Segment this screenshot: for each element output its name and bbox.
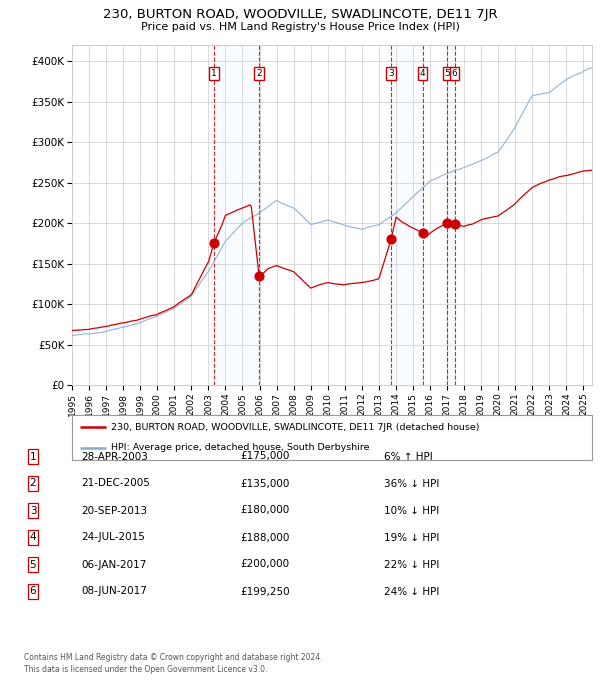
Text: This data is licensed under the Open Government Licence v3.0.: This data is licensed under the Open Gov… bbox=[24, 666, 268, 675]
Text: 36% ↓ HPI: 36% ↓ HPI bbox=[384, 479, 439, 488]
Text: 5: 5 bbox=[29, 560, 37, 570]
Text: Price paid vs. HM Land Registry's House Price Index (HPI): Price paid vs. HM Land Registry's House … bbox=[140, 22, 460, 32]
Text: 06-JAN-2017: 06-JAN-2017 bbox=[81, 560, 146, 570]
Point bbox=[450, 218, 460, 229]
Text: 19% ↓ HPI: 19% ↓ HPI bbox=[384, 532, 439, 543]
Text: 4: 4 bbox=[29, 532, 37, 543]
FancyBboxPatch shape bbox=[72, 415, 592, 460]
Bar bbox=[214, 45, 259, 385]
Text: 2: 2 bbox=[29, 479, 37, 488]
Text: Contains HM Land Registry data © Crown copyright and database right 2024.: Contains HM Land Registry data © Crown c… bbox=[24, 653, 323, 662]
Text: 2: 2 bbox=[256, 69, 262, 78]
Text: 08-JUN-2017: 08-JUN-2017 bbox=[81, 586, 147, 596]
Text: 6% ↑ HPI: 6% ↑ HPI bbox=[384, 452, 433, 462]
Text: £180,000: £180,000 bbox=[240, 505, 289, 515]
Text: £188,000: £188,000 bbox=[240, 532, 289, 543]
Text: 230, BURTON ROAD, WOODVILLE, SWADLINCOTE, DE11 7JR: 230, BURTON ROAD, WOODVILLE, SWADLINCOTE… bbox=[103, 8, 497, 21]
Text: 1: 1 bbox=[211, 69, 217, 78]
Point bbox=[443, 218, 452, 228]
Bar bbox=[448, 45, 455, 385]
Text: 21-DEC-2005: 21-DEC-2005 bbox=[81, 479, 150, 488]
Text: 22% ↓ HPI: 22% ↓ HPI bbox=[384, 560, 439, 570]
Text: 3: 3 bbox=[388, 69, 394, 78]
Bar bbox=[391, 45, 422, 385]
Text: 24-JUL-2015: 24-JUL-2015 bbox=[81, 532, 145, 543]
Text: 10% ↓ HPI: 10% ↓ HPI bbox=[384, 505, 439, 515]
Text: 28-APR-2003: 28-APR-2003 bbox=[81, 452, 148, 462]
Text: 20-SEP-2013: 20-SEP-2013 bbox=[81, 505, 147, 515]
Point bbox=[254, 270, 264, 281]
Point bbox=[386, 234, 396, 245]
Point bbox=[418, 227, 427, 238]
Text: £200,000: £200,000 bbox=[240, 560, 289, 570]
Text: £135,000: £135,000 bbox=[240, 479, 289, 488]
Text: HPI: Average price, detached house, South Derbyshire: HPI: Average price, detached house, Sout… bbox=[111, 443, 370, 452]
Point bbox=[209, 238, 218, 249]
Text: 4: 4 bbox=[420, 69, 425, 78]
Text: 6: 6 bbox=[29, 586, 37, 596]
Text: 6: 6 bbox=[452, 69, 457, 78]
Text: 24% ↓ HPI: 24% ↓ HPI bbox=[384, 586, 439, 596]
Text: 1: 1 bbox=[29, 452, 37, 462]
Text: 5: 5 bbox=[445, 69, 450, 78]
Text: 230, BURTON ROAD, WOODVILLE, SWADLINCOTE, DE11 7JR (detached house): 230, BURTON ROAD, WOODVILLE, SWADLINCOTE… bbox=[111, 423, 479, 432]
Text: £175,000: £175,000 bbox=[240, 452, 289, 462]
Text: £199,250: £199,250 bbox=[240, 586, 290, 596]
Text: 3: 3 bbox=[29, 505, 37, 515]
